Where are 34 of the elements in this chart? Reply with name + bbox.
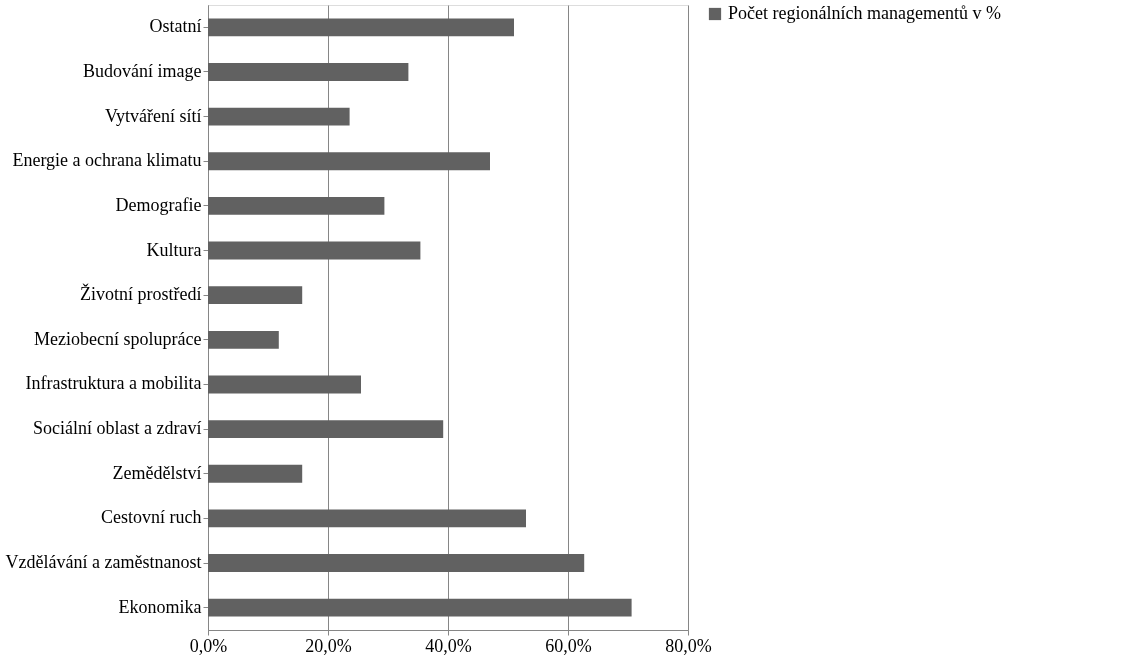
x-tick-label: 80,0% bbox=[665, 635, 712, 656]
x-tick-label: 20,0% bbox=[305, 635, 352, 656]
y-tick-label: Ostatní bbox=[149, 16, 202, 37]
y-tick-label: Cestovní ruch bbox=[101, 507, 202, 528]
legend-label: Počet regionálních managementů v % bbox=[728, 3, 1001, 23]
bar bbox=[208, 375, 361, 394]
bar bbox=[208, 509, 526, 528]
y-tick-label: Energie a ochrana klimatu bbox=[12, 150, 202, 171]
bar bbox=[208, 286, 303, 305]
y-tick-label: Meziobecní spolupráce bbox=[34, 328, 202, 349]
y-tick-label: Demografie bbox=[115, 194, 202, 215]
y-tick-label: Zemědělství bbox=[112, 462, 202, 483]
bar bbox=[208, 107, 350, 126]
x-tick-label: 60,0% bbox=[545, 635, 592, 656]
bar bbox=[208, 420, 444, 439]
bar bbox=[208, 464, 303, 483]
bar bbox=[208, 241, 421, 260]
x-tick-label: 0,0% bbox=[189, 635, 228, 656]
bar bbox=[208, 152, 490, 171]
bar bbox=[208, 196, 385, 215]
y-tick-label: Ekonomika bbox=[118, 596, 202, 617]
bar bbox=[208, 18, 514, 37]
y-tick-label: Vytváření sítí bbox=[105, 105, 202, 126]
y-tick-label: Sociální oblast a zdraví bbox=[33, 418, 202, 439]
y-tick-label: Životní prostředí bbox=[80, 283, 202, 305]
bar bbox=[208, 63, 409, 81]
y-tick-label: Vzdělávání a zaměstnanost bbox=[5, 552, 202, 573]
bar bbox=[208, 330, 279, 349]
y-tick-label: Budování image bbox=[83, 60, 202, 81]
x-tick-label: 40,0% bbox=[425, 635, 472, 656]
bar bbox=[208, 554, 585, 572]
bar bbox=[208, 598, 632, 617]
y-tick-label: Infrastruktura a mobilita bbox=[25, 373, 202, 394]
y-tick-label: Kultura bbox=[146, 239, 202, 260]
